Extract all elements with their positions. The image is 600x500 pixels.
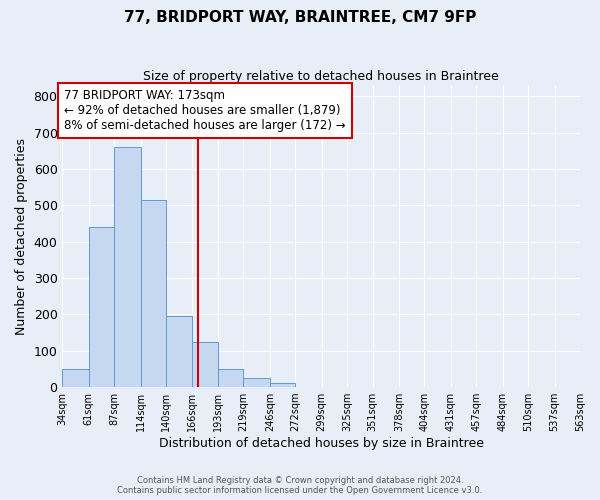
- Text: 77, BRIDPORT WAY, BRAINTREE, CM7 9FP: 77, BRIDPORT WAY, BRAINTREE, CM7 9FP: [124, 10, 476, 25]
- Bar: [191, 342, 218, 387]
- Bar: [218, 369, 244, 387]
- Text: Contains HM Land Registry data © Crown copyright and database right 2024.
Contai: Contains HM Land Registry data © Crown c…: [118, 476, 482, 495]
- Title: Size of property relative to detached houses in Braintree: Size of property relative to detached ho…: [143, 70, 499, 83]
- Bar: [89, 227, 114, 387]
- Bar: [244, 378, 270, 387]
- Bar: [140, 200, 166, 387]
- Bar: [270, 384, 295, 387]
- Bar: [62, 369, 89, 387]
- Y-axis label: Number of detached properties: Number of detached properties: [15, 138, 28, 335]
- Bar: [114, 148, 140, 387]
- Text: 77 BRIDPORT WAY: 173sqm
← 92% of detached houses are smaller (1,879)
8% of semi-: 77 BRIDPORT WAY: 173sqm ← 92% of detache…: [64, 89, 346, 132]
- Bar: [166, 316, 191, 387]
- X-axis label: Distribution of detached houses by size in Braintree: Distribution of detached houses by size …: [159, 437, 484, 450]
